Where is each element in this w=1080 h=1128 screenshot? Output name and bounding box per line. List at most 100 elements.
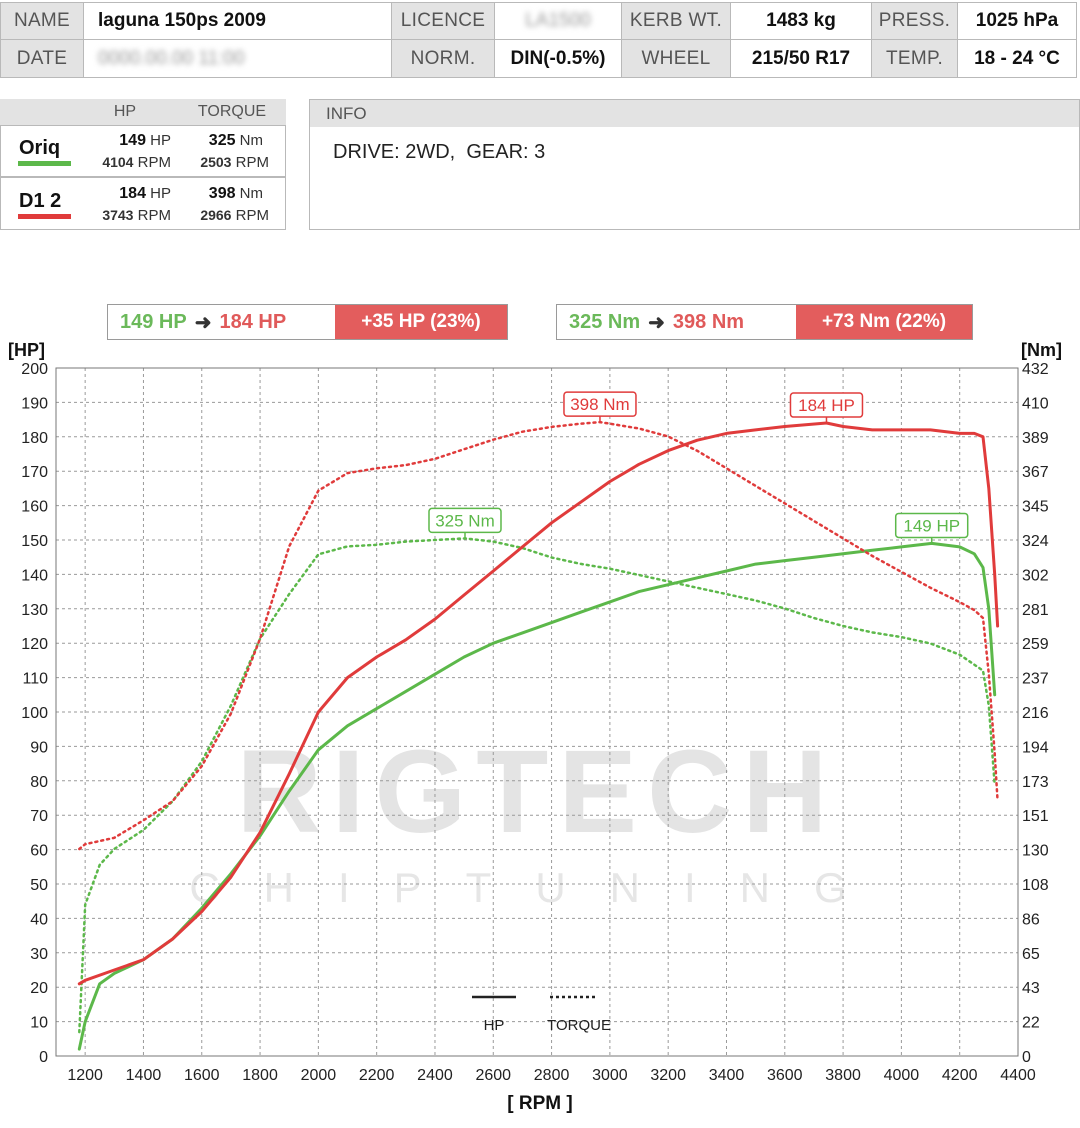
y-tick-right: 389 xyxy=(1022,430,1049,447)
y-tick-right: 302 xyxy=(1022,567,1049,584)
y-tick-left: 190 xyxy=(21,395,48,412)
info-header xyxy=(310,100,1079,127)
licence-label: LICENCE xyxy=(391,2,495,40)
x-tick: 2200 xyxy=(359,1067,395,1084)
wheel-value: 215/50 R17 xyxy=(730,39,872,78)
y-tick-left: 120 xyxy=(21,636,48,653)
arrow-right-icon: ➜ xyxy=(648,311,665,334)
y-tick-right: 43 xyxy=(1022,980,1040,997)
name-label: NAME xyxy=(0,2,84,40)
date-value-text: 0000.00.00 11:00 xyxy=(98,47,245,69)
y-tick-right: 281 xyxy=(1022,602,1049,619)
legend: HP TORQUE xyxy=(472,995,611,1034)
y-tick-left: 160 xyxy=(21,499,48,516)
watermark-main: RIGTECH xyxy=(237,726,838,858)
x-tick: 4200 xyxy=(942,1067,978,1084)
run-hp-rpm: 3743 RPM xyxy=(102,207,171,224)
y-tick-right: 259 xyxy=(1022,636,1049,653)
summary-torque-header: TORQUE xyxy=(197,103,267,120)
x-tick: 4400 xyxy=(1000,1067,1036,1084)
chart-grid xyxy=(56,367,1018,1057)
y-tick-right: 151 xyxy=(1022,808,1049,825)
plot-frame xyxy=(55,367,1019,1057)
norm-label: NORM. xyxy=(391,39,495,78)
y-tick-left: 180 xyxy=(21,430,48,447)
y-tick-left: 20 xyxy=(30,980,48,997)
chart-annotations: 398 Nm 184 HP 325 Nm 149 HP xyxy=(428,391,969,544)
date-value: 0000.00.00 11:00 xyxy=(83,39,392,78)
summary-row-d12: D1 2 184 HP 3743 RPM 398 Nm 2966 RPM xyxy=(0,177,286,230)
x-tick: 2000 xyxy=(301,1067,337,1084)
y-tick-right: 216 xyxy=(1022,705,1049,722)
y-tick-left: 130 xyxy=(21,602,48,619)
y-tick-left: 40 xyxy=(30,911,48,928)
y-tick-left: 140 xyxy=(21,567,48,584)
date-label: DATE xyxy=(0,39,84,78)
x-tick: 3200 xyxy=(650,1067,686,1084)
x-tick: 4000 xyxy=(884,1067,920,1084)
chart-series xyxy=(77,420,1000,1051)
run-color-swatch xyxy=(18,161,71,166)
x-tick: 3800 xyxy=(825,1067,861,1084)
kerb-label: KERB WT. xyxy=(621,2,731,40)
d12-torque-line xyxy=(78,420,999,851)
watermark: RIGTECH CHIPTUNING xyxy=(189,726,846,911)
dyno-chart: RIGTECH CHIPTUNING 0 0 10 22 20 43 30 65 40 86 50 1… xyxy=(8,340,1062,1114)
y-tick-left: 90 xyxy=(30,739,48,756)
annotation-box xyxy=(894,512,969,539)
x-tick: 2400 xyxy=(417,1067,453,1084)
run-hp-rpm: 4104 RPM xyxy=(102,154,171,171)
y-tick-right: 0 xyxy=(1022,1049,1031,1066)
press-value: 1025 hPa xyxy=(957,2,1077,40)
y-axis-left-label: [HP] xyxy=(8,340,45,360)
oriq-hp-line xyxy=(77,541,997,1051)
y-tick-left: 30 xyxy=(30,946,48,963)
y-tick-left: 50 xyxy=(30,877,48,894)
run-torque: 325 Nm xyxy=(208,132,263,149)
y-tick-left: 150 xyxy=(21,533,48,550)
hp-comparison: 149 HP ➜ 184 HP +35 HP (23%) xyxy=(107,304,508,340)
run-torque-rpm: 2503 RPM xyxy=(200,154,269,171)
info-panel: INFO DRIVE: 2WD, GEAR: 3 xyxy=(309,99,1080,230)
summary-hp-header: HP xyxy=(113,103,137,120)
y-tick-left: 60 xyxy=(30,843,48,860)
y-tick-right: 194 xyxy=(1022,739,1049,756)
torque-comparison: 325 Nm ➜ 398 Nm +73 Nm (22%) xyxy=(556,304,973,340)
y-tick-left: 200 xyxy=(21,361,48,378)
x-tick: 3400 xyxy=(709,1067,745,1084)
y-tick-left: 170 xyxy=(21,464,48,481)
x-tick: 2600 xyxy=(475,1067,511,1084)
hp-delta: +35 HP (23%) xyxy=(335,305,507,339)
y-tick-left: 100 xyxy=(21,705,48,722)
annotation-label: 149 HP xyxy=(903,516,960,535)
norm-value: DIN(-0.5%) xyxy=(494,39,622,78)
d12-hp-line xyxy=(77,421,1000,986)
licence-value: LA1500 xyxy=(494,2,622,40)
info-text: DRIVE: 2WD, GEAR: 3 xyxy=(333,141,546,163)
torque-to: 398 Nm xyxy=(672,310,745,333)
licence-value-text: LA1500 xyxy=(525,10,591,31)
x-tick: 2800 xyxy=(534,1067,570,1084)
wheel-label: WHEEL xyxy=(621,39,731,78)
temp-label: TEMP. xyxy=(871,39,958,78)
x-tick: 3000 xyxy=(592,1067,628,1084)
name-value: laguna 150ps 2009 xyxy=(83,2,392,40)
annotation-box xyxy=(789,392,864,418)
run-torque: 398 Nm xyxy=(208,185,263,202)
y-tick-right: 65 xyxy=(1022,946,1040,963)
summary-row-oriq: Oriq 149 HP 4104 RPM 325 Nm 2503 RPM xyxy=(0,125,286,177)
y-tick-right: 22 xyxy=(1022,1015,1040,1032)
y-tick-right: 324 xyxy=(1022,533,1049,550)
temp-value: 18 - 24 °C xyxy=(957,39,1077,78)
y-tick-right: 173 xyxy=(1022,774,1049,791)
oriq-torque-line xyxy=(78,537,996,1034)
run-name: D1 2 xyxy=(19,190,62,212)
run-hp: 149 HP xyxy=(119,132,171,149)
x-tick: 3600 xyxy=(767,1067,803,1084)
summary-header xyxy=(0,99,286,125)
y-tick-right: 130 xyxy=(1022,843,1049,860)
run-torque-rpm: 2966 RPM xyxy=(200,207,269,224)
x-tick: 1400 xyxy=(126,1067,162,1084)
y-tick-left: 10 xyxy=(30,1015,48,1032)
y-tick-right: 237 xyxy=(1022,671,1049,688)
